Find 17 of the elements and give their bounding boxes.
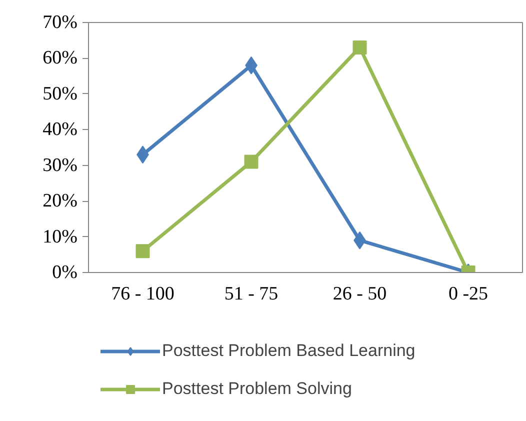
legend-label: Posttest Problem Based Learning bbox=[162, 341, 416, 361]
y-tick-label: 40% bbox=[42, 119, 78, 140]
legend-label: Posttest Problem Solving bbox=[162, 379, 352, 399]
y-tick-label: 10% bbox=[42, 226, 78, 248]
point bbox=[136, 244, 150, 258]
x-tick-label: 0 -25 bbox=[448, 284, 488, 304]
y-tick-label: 30% bbox=[42, 154, 78, 176]
y-tick-label: 60% bbox=[42, 48, 78, 69]
y-tick-label: 0% bbox=[52, 262, 78, 283]
x-tick-label: 76 - 100 bbox=[111, 284, 174, 304]
y-tick-label: 50% bbox=[42, 83, 78, 104]
y-tick-label: 70% bbox=[42, 12, 78, 33]
y-tick-label: 20% bbox=[42, 190, 78, 212]
x-tick-label: 51 - 75 bbox=[224, 284, 278, 304]
x-tick-label: 26 - 50 bbox=[332, 284, 387, 304]
point bbox=[352, 40, 367, 54]
point bbox=[244, 154, 258, 169]
